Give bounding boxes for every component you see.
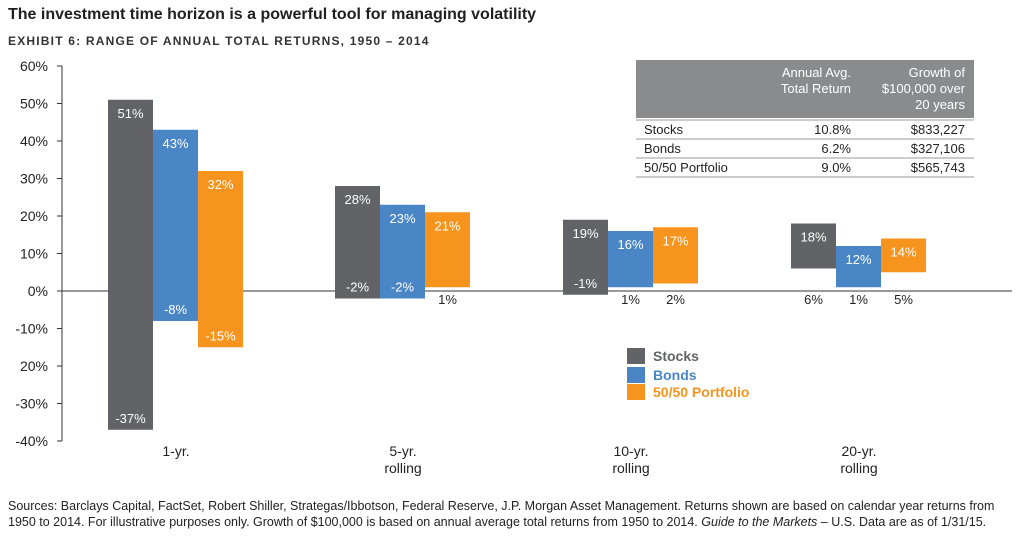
data-label-low: 1% [849, 292, 868, 307]
y-axis-tick-label: 10% [20, 246, 48, 262]
bar-50-50-portfolio [653, 227, 698, 284]
data-label-low: -2% [391, 280, 415, 295]
table-header-return: Annual Avg. [782, 65, 851, 80]
legend-swatch [627, 348, 645, 364]
range-bar-chart: 60% 50% 40% 30% 20% 10% 0% -10% 20% -30% -40% 51% -3… [15, 58, 1012, 476]
bar-stocks [108, 99, 153, 430]
bar-bonds [153, 129, 198, 321]
footnote-text: Sources: Barclays Capital, FactSet, Robe… [8, 499, 995, 529]
footnote-date: – U.S. Data are as of 1/31/15. [817, 515, 987, 529]
table-header-growth: 20 years [915, 97, 965, 112]
bar-bonds [380, 204, 425, 299]
table-row-return: 6.2% [821, 141, 851, 156]
table-header-growth: Growth of [909, 65, 966, 80]
data-label-high: 21% [434, 218, 460, 233]
bar-stocks [335, 186, 380, 299]
sources-footnote: Sources: Barclays Capital, FactSet, Robe… [8, 498, 1018, 530]
data-label-low: 1% [621, 292, 640, 307]
legend-label: Bonds [653, 367, 697, 383]
x-axis-category-label-line2: rolling [840, 460, 877, 476]
x-axis-category-label-line2: rolling [612, 460, 649, 476]
table-header-return: Total Return [781, 81, 851, 96]
x-axis-category-label: 20-yr. [841, 443, 876, 459]
bar-stocks [563, 219, 608, 295]
bar-stocks [791, 223, 836, 269]
table-header-background [636, 60, 974, 118]
legend-label: Stocks [653, 348, 699, 364]
data-label-low: 6% [804, 292, 823, 307]
x-axis-category-label: 10-yr. [613, 443, 648, 459]
chart-subtitle: EXHIBIT 6: RANGE OF ANNUAL TOTAL RETURNS… [8, 34, 430, 48]
data-label-high: 28% [344, 192, 370, 207]
bar-50-50-portfolio [198, 171, 243, 348]
bar-bonds [608, 231, 653, 288]
chart-title: The investment time horizon is a powerfu… [8, 6, 537, 23]
data-label-high: 43% [162, 136, 188, 151]
data-label-low: -8% [164, 302, 188, 317]
data-label-high: 18% [800, 230, 826, 245]
data-label-high: 51% [117, 106, 143, 121]
data-label-high: 19% [572, 226, 598, 241]
data-label-high: 16% [617, 237, 643, 252]
data-label-low: -2% [346, 280, 370, 295]
legend-label: 50/50 Portfolio [653, 384, 749, 400]
data-label-high: 14% [890, 245, 916, 260]
table-header-growth: $100,000 over [882, 81, 966, 96]
data-label-low: -15% [205, 328, 236, 343]
y-axis-tick-label: 40% [20, 133, 48, 149]
x-axis-category-label: 5-yr. [389, 443, 416, 459]
bar-50-50-portfolio [425, 212, 470, 288]
table-row-growth: $833,227 [911, 122, 965, 137]
legend-swatch [627, 367, 645, 383]
footnote-guide-title: Guide to the Markets [701, 515, 818, 529]
y-axis-tick-label: 30% [20, 171, 48, 187]
data-label-high: 12% [845, 252, 871, 267]
x-axis-category-label-line2: rolling [384, 460, 421, 476]
bar-bonds [836, 246, 881, 288]
y-axis-tick-label: 50% [20, 96, 48, 112]
data-label-low: 2% [666, 292, 685, 307]
table-row-return: 10.8% [814, 122, 851, 137]
data-label-high: 23% [389, 211, 415, 226]
data-label-high: 32% [207, 177, 233, 192]
table-row-return: 9.0% [821, 160, 851, 175]
data-label-low: 5% [894, 292, 913, 307]
table-row-growth: $327,106 [911, 141, 965, 156]
y-axis-tick-label: -10% [15, 321, 48, 337]
y-axis-tick-label: 20% [20, 358, 48, 374]
y-axis-tick-label: -40% [15, 433, 48, 449]
data-label-high: 17% [662, 233, 688, 248]
legend-swatch [627, 384, 645, 400]
table-row-name: 50/50 Portfolio [644, 160, 728, 175]
data-label-low: -1% [574, 276, 598, 291]
bar-50-50-portfolio [881, 238, 926, 273]
x-axis-category-label: 1-yr. [162, 443, 189, 459]
table-row-name: Stocks [644, 122, 684, 137]
data-label-low: 1% [438, 292, 457, 307]
y-axis-tick-label: -30% [15, 396, 48, 412]
data-label-low: -37% [115, 411, 146, 426]
y-axis-tick-label: 20% [20, 208, 48, 224]
y-axis-tick-label: 60% [20, 58, 48, 74]
table-row-growth: $565,743 [911, 160, 965, 175]
table-row-name: Bonds [644, 141, 681, 156]
y-axis-tick-label: 0% [28, 283, 48, 299]
